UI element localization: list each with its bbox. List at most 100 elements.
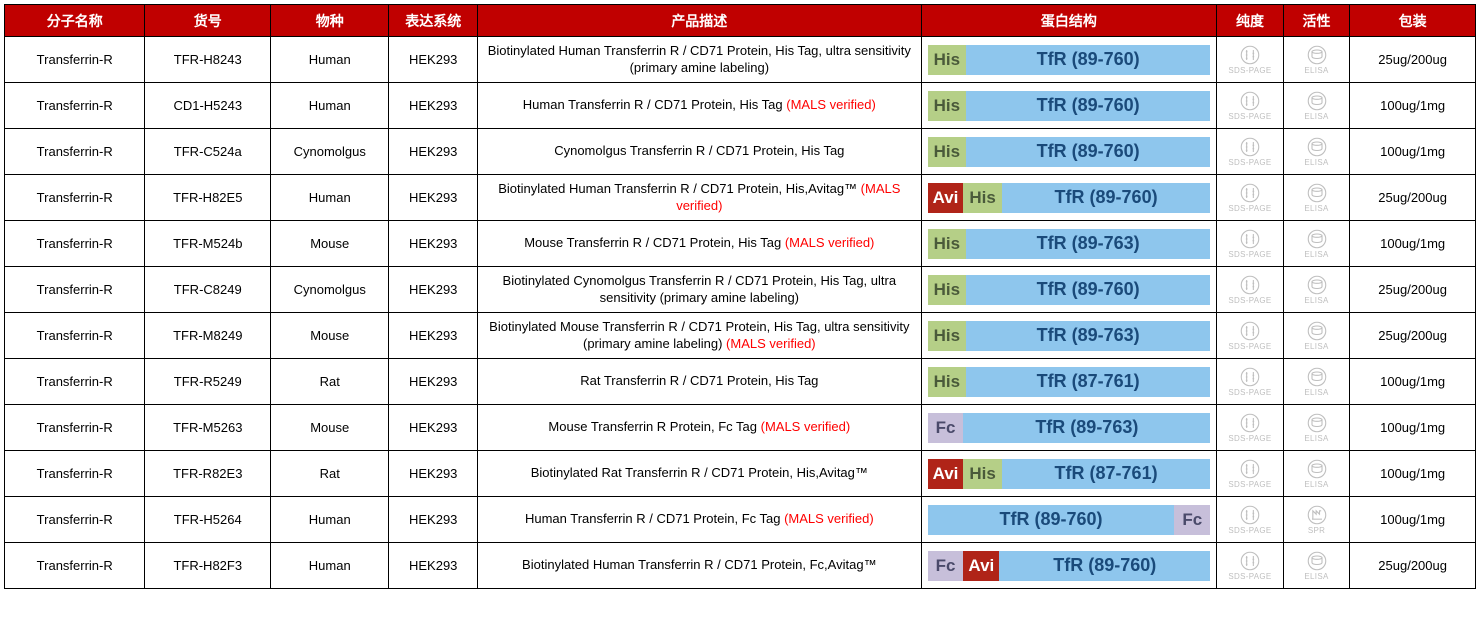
col-description: 产品描述 xyxy=(478,5,922,37)
icon-label: SDS-PAGE xyxy=(1228,572,1271,581)
protein-structure: HisTfR (87-761) xyxy=(928,367,1211,397)
icon-label: SDS-PAGE xyxy=(1228,66,1271,75)
desc-text: Mouse Transferrin R Protein, Fc Tag (MAL… xyxy=(548,419,850,434)
icon-label: ELISA xyxy=(1304,434,1328,443)
desc-main: Human Transferrin R / CD71 Protein, Fc T… xyxy=(525,511,784,526)
col-structure: 蛋白结构 xyxy=(921,5,1217,37)
tag-domain: TfR (87-761) xyxy=(1002,459,1210,489)
protein-structure: AviHisTfR (89-760) xyxy=(928,183,1211,213)
protein-structure: HisTfR (89-760) xyxy=(928,137,1211,167)
cell-structure: AviHisTfR (89-760) xyxy=(921,175,1217,221)
cell-structure: HisTfR (89-760) xyxy=(921,37,1217,83)
protein-structure: HisTfR (89-763) xyxy=(928,321,1211,351)
cell-activity: SPR xyxy=(1283,497,1350,543)
tag-avi: Avi xyxy=(963,551,999,581)
cell-packaging: 100ug/1mg xyxy=(1350,497,1476,543)
cell-sku: TFR-M5263 xyxy=(145,405,271,451)
cell-description: Biotinylated Human Transferrin R / CD71 … xyxy=(478,543,922,589)
cell-packaging: 100ug/1mg xyxy=(1350,359,1476,405)
elisa-icon: ELISA xyxy=(1286,183,1348,213)
table-row: Transferrin-R TFR-H82E5 Human HEK293 Bio… xyxy=(5,175,1476,221)
cell-purity: SDS-PAGE xyxy=(1217,267,1284,313)
cell-purity: SDS-PAGE xyxy=(1217,83,1284,129)
cell-activity: ELISA xyxy=(1283,543,1350,589)
cell-expression: HEK293 xyxy=(389,175,478,221)
desc-text: Biotinylated Mouse Transferrin R / CD71 … xyxy=(489,319,909,350)
cell-expression: HEK293 xyxy=(389,313,478,359)
cell-species: Rat xyxy=(271,359,389,405)
icon-label: ELISA xyxy=(1304,572,1328,581)
sds-icon: SDS-PAGE xyxy=(1219,183,1281,213)
tag-his: His xyxy=(963,459,1001,489)
cell-packaging: 100ug/1mg xyxy=(1350,451,1476,497)
col-sku: 货号 xyxy=(145,5,271,37)
cell-species: Human xyxy=(271,543,389,589)
desc-text: Mouse Transferrin R / CD71 Protein, His … xyxy=(524,235,874,250)
protein-structure: FcAviTfR (89-760) xyxy=(928,551,1211,581)
icon-label: ELISA xyxy=(1304,250,1328,259)
cell-species: Human xyxy=(271,497,389,543)
protein-structure: HisTfR (89-763) xyxy=(928,229,1211,259)
sds-icon: SDS-PAGE xyxy=(1219,459,1281,489)
sds-icon: SDS-PAGE xyxy=(1219,413,1281,443)
sds-icon: SDS-PAGE xyxy=(1219,551,1281,581)
cell-purity: SDS-PAGE xyxy=(1217,129,1284,175)
elisa-icon: ELISA xyxy=(1286,137,1348,167)
col-activity: 活性 xyxy=(1283,5,1350,37)
cell-structure: HisTfR (89-760) xyxy=(921,267,1217,313)
tag-fc: Fc xyxy=(1174,505,1210,535)
cell-sku: TFR-H82E5 xyxy=(145,175,271,221)
cell-purity: SDS-PAGE xyxy=(1217,175,1284,221)
table-row: Transferrin-R TFR-C8249 Cynomolgus HEK29… xyxy=(5,267,1476,313)
elisa-icon: ELISA xyxy=(1286,459,1348,489)
cell-molecule: Transferrin-R xyxy=(5,129,145,175)
cell-activity: ELISA xyxy=(1283,405,1350,451)
cell-sku: TFR-H5264 xyxy=(145,497,271,543)
desc-mals: (MALS verified) xyxy=(786,97,876,112)
cell-species: Human xyxy=(271,37,389,83)
cell-expression: HEK293 xyxy=(389,497,478,543)
cell-purity: SDS-PAGE xyxy=(1217,359,1284,405)
cell-description: Biotinylated Mouse Transferrin R / CD71 … xyxy=(478,313,922,359)
cell-sku: CD1-H5243 xyxy=(145,83,271,129)
sds-icon: SDS-PAGE xyxy=(1219,367,1281,397)
tag-fc: Fc xyxy=(928,551,964,581)
icon-label: SDS-PAGE xyxy=(1228,480,1271,489)
cell-description: Human Transferrin R / CD71 Protein, Fc T… xyxy=(478,497,922,543)
cell-sku: TFR-C8249 xyxy=(145,267,271,313)
cell-purity: SDS-PAGE xyxy=(1217,405,1284,451)
icon-label: SDS-PAGE xyxy=(1228,526,1271,535)
cell-description: Rat Transferrin R / CD71 Protein, His Ta… xyxy=(478,359,922,405)
cell-purity: SDS-PAGE xyxy=(1217,451,1284,497)
icon-label: ELISA xyxy=(1304,112,1328,121)
elisa-icon: ELISA xyxy=(1286,45,1348,75)
desc-mals: (MALS verified) xyxy=(785,235,875,250)
tag-avi: Avi xyxy=(928,459,964,489)
desc-main: Human Transferrin R / CD71 Protein, His … xyxy=(523,97,786,112)
cell-activity: ELISA xyxy=(1283,451,1350,497)
tag-avi: Avi xyxy=(928,183,964,213)
cell-species: Human xyxy=(271,83,389,129)
cell-expression: HEK293 xyxy=(389,83,478,129)
cell-structure: HisTfR (89-760) xyxy=(921,83,1217,129)
cell-sku: TFR-M524b xyxy=(145,221,271,267)
tag-domain: TfR (89-763) xyxy=(966,321,1210,351)
cell-molecule: Transferrin-R xyxy=(5,359,145,405)
cell-packaging: 100ug/1mg xyxy=(1350,221,1476,267)
icon-label: SDS-PAGE xyxy=(1228,250,1271,259)
col-purity: 纯度 xyxy=(1217,5,1284,37)
cell-structure: HisTfR (89-763) xyxy=(921,221,1217,267)
cell-packaging: 25ug/200ug xyxy=(1350,175,1476,221)
desc-text: Biotinylated Human Transferrin R / CD71 … xyxy=(522,557,877,572)
desc-text: Biotinylated Human Transferrin R / CD71 … xyxy=(498,181,900,212)
cell-description: Biotinylated Rat Transferrin R / CD71 Pr… xyxy=(478,451,922,497)
icon-label: SDS-PAGE xyxy=(1228,388,1271,397)
cell-packaging: 100ug/1mg xyxy=(1350,83,1476,129)
protein-structure: FcTfR (89-763) xyxy=(928,413,1211,443)
desc-text: Human Transferrin R / CD71 Protein, Fc T… xyxy=(525,511,874,526)
cell-description: Mouse Transferrin R Protein, Fc Tag (MAL… xyxy=(478,405,922,451)
tag-his: His xyxy=(928,229,966,259)
cell-molecule: Transferrin-R xyxy=(5,83,145,129)
tag-domain: TfR (87-761) xyxy=(966,367,1210,397)
sds-icon: SDS-PAGE xyxy=(1219,91,1281,121)
